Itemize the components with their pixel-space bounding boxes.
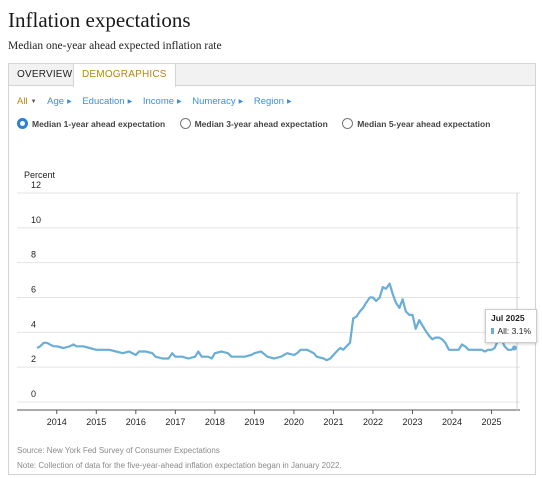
y-tick-label: 10 [31, 215, 41, 225]
filter-education[interactable]: Education ▶ [82, 96, 132, 107]
x-tick-label: 2019 [244, 417, 264, 427]
filter-age-label: Age [47, 96, 65, 107]
radio-5-year[interactable]: Median 5-year ahead expectation [342, 118, 490, 129]
filter-numeracy-label: Numeracy [192, 96, 236, 107]
y-tick-label: 6 [31, 285, 36, 295]
caret-right-icon: ▶ [67, 99, 72, 105]
highlight-point [511, 345, 517, 351]
x-tick-label: 2016 [126, 417, 146, 427]
caret-right-icon: ▶ [238, 99, 244, 105]
y-tick-label: 12 [31, 180, 41, 190]
horizon-radio-group: Median 1-year ahead expectation Median 3… [17, 118, 502, 131]
x-tick-label: 2014 [47, 417, 67, 427]
footnote: Note: Collection of data for the five-ye… [17, 461, 342, 470]
radio-5-year-label: Median 5-year ahead expectation [357, 118, 491, 129]
x-tick-label: 2024 [442, 417, 462, 427]
radio-unselected-icon [342, 118, 354, 129]
page-subtitle: Median one-year ahead expected inflation… [8, 40, 222, 52]
x-tick-label: 2015 [86, 417, 106, 427]
caret-right-icon: ▶ [286, 99, 292, 105]
tab-overview[interactable]: OVERVIEW [17, 69, 73, 80]
filter-income-label: Income [142, 96, 175, 107]
y-tick-label: 2 [31, 354, 36, 364]
filter-all[interactable]: All ▼ [17, 96, 37, 107]
x-tick-label: 2022 [363, 417, 383, 427]
filter-bar: All ▼ Age ▶ Education ▶ Income ▶ Numeracy ▶ R… [17, 96, 300, 107]
series-line-all [36, 282, 516, 362]
x-tick-label: 2017 [165, 417, 185, 427]
radio-3-year-label: Median 3-year ahead expectation [194, 118, 328, 129]
y-tick-label: 8 [31, 250, 36, 260]
tab-bar: OVERVIEW DEMOGRAPHICS [9, 64, 535, 87]
radio-selected-icon [17, 118, 28, 129]
caret-down-icon: ▼ [30, 99, 37, 105]
y-tick-label: 0 [31, 389, 36, 399]
x-tick-label: 2025 [482, 417, 502, 427]
x-tick-label: 2020 [284, 417, 304, 427]
chart-tooltip: Jul 2025 All: 3.1% [485, 309, 537, 343]
filter-numeracy[interactable]: Numeracy ▶ [192, 96, 243, 107]
series-swatch-icon [491, 328, 495, 334]
filter-education-label: Education [82, 96, 125, 107]
tooltip-value: All: 3.1% [497, 326, 531, 336]
y-tick-label: 4 [31, 319, 36, 329]
chart-panel: OVERVIEW DEMOGRAPHICS All ▼ Age ▶ Educatio… [8, 63, 537, 475]
filter-all-label: All [17, 96, 28, 107]
tab-demographics[interactable]: DEMOGRAPHICS [73, 64, 176, 87]
filter-region[interactable]: Region ▶ [254, 96, 292, 107]
inflation-line-chart[interactable]: Percent 0 2 4 6 8 10 12 2014 2015 2016 2017 2018 2019… [9, 64, 535, 444]
filter-age[interactable]: Age ▶ [47, 96, 72, 107]
page-title: Inflation expectations [8, 8, 191, 32]
radio-1-year[interactable]: Median 1-year ahead expectation [17, 118, 165, 129]
radio-unselected-icon [179, 118, 191, 129]
x-tick-label: 2018 [205, 417, 225, 427]
source-note: Source: New York Fed Survey of Consumer … [17, 446, 220, 455]
caret-right-icon: ▶ [127, 99, 133, 105]
tooltip-date: Jul 2025 [491, 313, 525, 323]
x-tick-label: 2023 [402, 417, 422, 427]
y-axis-label: Percent [24, 170, 56, 180]
tooltip-row: All: 3.1% [491, 326, 531, 336]
radio-1-year-label: Median 1-year ahead expectation [32, 118, 166, 129]
filter-region-label: Region [253, 96, 284, 107]
filter-income[interactable]: Income ▶ [143, 96, 182, 107]
caret-right-icon: ▶ [177, 99, 182, 105]
radio-3-year[interactable]: Median 3-year ahead expectation [179, 118, 328, 129]
x-tick-label: 2021 [323, 417, 343, 427]
